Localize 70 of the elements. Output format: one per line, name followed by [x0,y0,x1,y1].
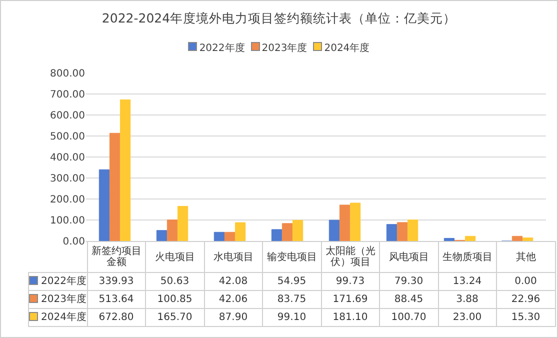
bar [98,169,110,241]
bar [109,132,120,241]
bar [166,220,178,241]
bar [224,232,236,241]
bar [214,232,225,241]
data-label: 88.45 [380,290,438,308]
y-tick-label: 100.00 [50,216,85,226]
x-tick-label: 输变电项目 [262,242,321,272]
bar [407,220,418,241]
data-label: 79.30 [380,272,438,290]
bar [444,238,455,241]
y-tick-label: 200.00 [50,194,85,206]
data-label: 50.63 [146,272,204,290]
y-tick-label: 500.00 [50,132,85,142]
y-tick-label: 800.00 [50,68,85,80]
bar [522,238,534,241]
data-label: 100.85 [146,290,204,308]
text: 2024年度 [41,312,86,323]
bar [234,222,246,241]
x-tick-label: 新签约项目金额 [87,242,146,272]
y-tick-label: 300.00 [50,174,85,184]
data-label: 672.80 [87,308,146,326]
x-tick-label: 火电项目 [146,242,204,272]
data-label: 15.30 [496,308,555,326]
data-label: 3.88 [438,290,496,308]
data-label: 42.06 [204,290,262,308]
data-label: 54.95 [262,272,321,290]
bar [292,220,304,241]
bar [386,224,398,241]
bar [464,236,476,241]
data-label: 513.64 [87,290,146,308]
data-label: 181.10 [321,308,380,326]
y-tick-label: 400.00 [50,152,85,164]
bar [271,229,282,241]
x-tick-label: 风电项目 [380,242,438,272]
x-tick-label: 水电项目 [204,242,262,272]
y-tick-label: 700.00 [50,90,85,100]
bar [282,223,293,241]
bar [350,202,361,241]
data-label: 99.73 [321,272,380,290]
data-label: 42.08 [204,272,262,290]
data-label: 100.70 [380,308,438,326]
text: 2023年度 [41,294,86,305]
legend-label: 2024年度 [324,43,370,54]
x-tick-label: 其他 [496,242,555,272]
bar [339,204,350,241]
data-label: 87.90 [204,308,262,326]
bar [512,236,523,241]
y-tick-label: 0.00 [62,236,85,248]
bar [328,220,340,241]
legend-label: 2023年度 [262,43,308,54]
data-label: 339.93 [87,272,146,290]
bar [396,222,408,241]
x-tick-label: 生物质项目 [438,242,496,272]
data-label: 99.10 [262,308,321,326]
data-label: 171.69 [321,290,380,308]
data-label: 165.70 [146,308,204,326]
data-label: 13.24 [438,272,496,290]
data-label: 23.00 [438,308,496,326]
legend-label: 2022年度 [199,43,245,54]
y-tick-label: 600.00 [50,110,85,122]
text: 2022年度 [41,276,86,287]
data-label: 83.75 [262,290,321,308]
bar [120,99,131,241]
x-tick-label: 太阳能（光伏）项目 [321,242,380,272]
data-label: 0.00 [496,272,555,290]
bar [156,230,168,241]
bar [177,206,188,241]
chart-title: 2022-2024年度境外电力项目签约额统计表（单位：亿美元） [102,10,456,26]
data-label: 22.96 [496,290,555,308]
